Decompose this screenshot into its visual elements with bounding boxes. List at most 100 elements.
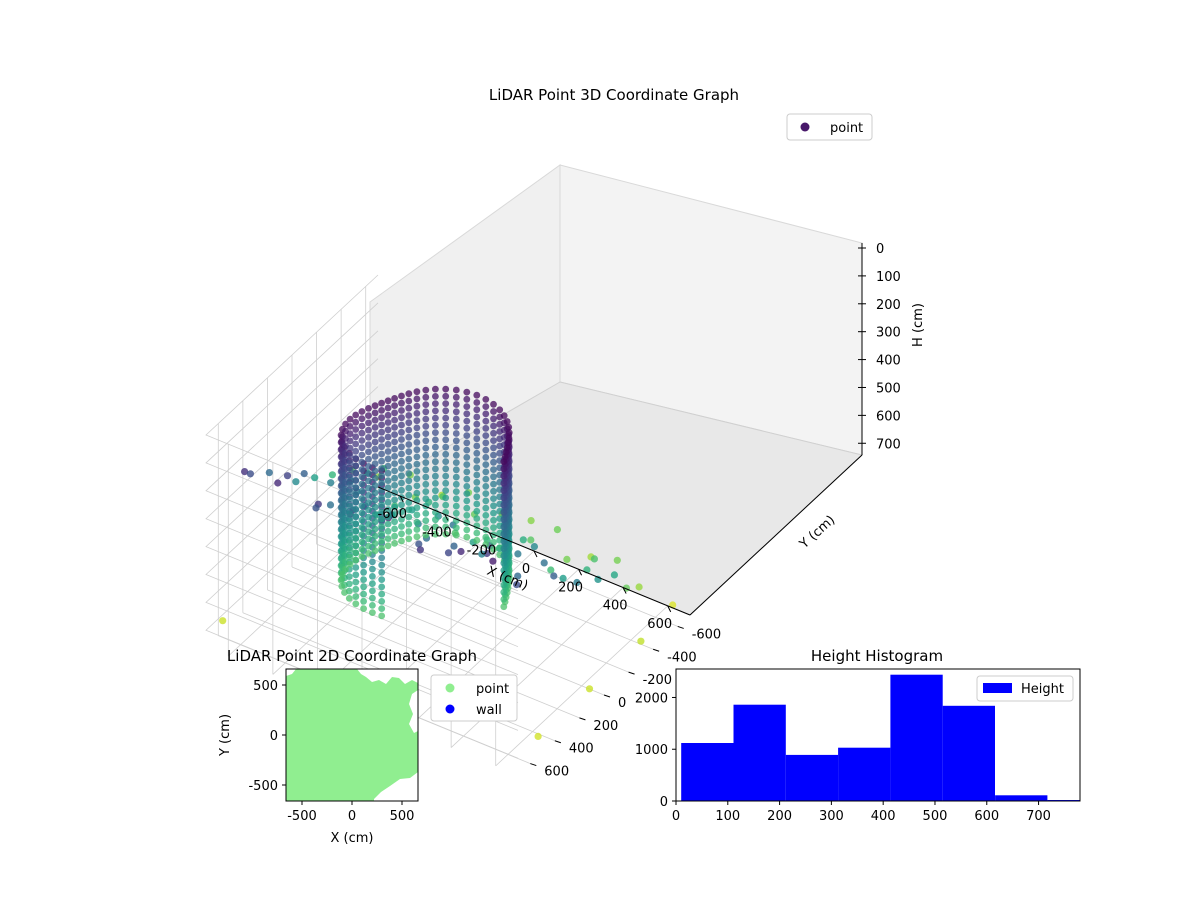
wall-point-3d bbox=[365, 441, 372, 449]
wall-point-3d bbox=[442, 523, 450, 531]
x-tick-3d-5 bbox=[622, 587, 627, 594]
wall-point-3d bbox=[384, 542, 392, 550]
wall-point-3d bbox=[384, 426, 392, 434]
wall-point-3d bbox=[413, 446, 421, 454]
wall-point-3d bbox=[352, 455, 360, 462]
z-tick-label-3d-5: 500 bbox=[876, 381, 901, 396]
grid-y-floor-4 bbox=[267, 589, 580, 719]
wall-point-3d bbox=[346, 560, 354, 568]
wall-columns-3d bbox=[337, 385, 513, 620]
y-tick-3d-6 bbox=[530, 763, 537, 767]
point-3d-69 bbox=[241, 468, 249, 476]
wall-point-3d bbox=[442, 421, 450, 429]
wall-point-3d bbox=[463, 395, 471, 403]
legend-3d-marker bbox=[800, 122, 810, 132]
wall-point-3d bbox=[473, 413, 481, 421]
wall-point-3d bbox=[365, 506, 372, 514]
point-3d-78 bbox=[637, 637, 645, 645]
wall-point-3d bbox=[452, 408, 460, 416]
wall-point-3d bbox=[391, 416, 398, 424]
wall-point-3d bbox=[482, 519, 490, 527]
point-3d-38 bbox=[559, 574, 567, 583]
point-3d-81 bbox=[219, 617, 227, 625]
wall-point-3d bbox=[452, 488, 460, 495]
wall-point-3d bbox=[391, 503, 398, 511]
legend-3d: point bbox=[786, 113, 873, 141]
wall-point-3d bbox=[365, 419, 372, 427]
legend-2d-marker-wall bbox=[445, 704, 455, 714]
wall-point-3d bbox=[346, 488, 354, 496]
wall-point-3d bbox=[358, 437, 366, 444]
gap-top bbox=[357, 669, 418, 684]
legend-2d-label-wall: wall bbox=[476, 703, 502, 718]
grid-z-1 bbox=[205, 302, 519, 592]
x-tick-label-hist-5: 500 bbox=[923, 809, 948, 824]
wall-point-3d bbox=[463, 504, 471, 512]
wall-point-3d bbox=[371, 438, 379, 446]
y-tick-3d-5 bbox=[554, 740, 562, 744]
wall-point-3d bbox=[432, 501, 439, 509]
point-3d-75 bbox=[457, 547, 465, 556]
x-tick-label-3d-4: 200 bbox=[558, 580, 583, 595]
wall-point-3d bbox=[369, 573, 376, 580]
wall-point-3d bbox=[398, 407, 405, 414]
wall-point-3d bbox=[346, 473, 354, 481]
wall-point-3d bbox=[405, 404, 413, 412]
z-axis-label-3d: H (cm) bbox=[911, 303, 926, 347]
wall-point-3d bbox=[432, 407, 439, 415]
wall-point-3d bbox=[490, 458, 497, 466]
point-3d-74 bbox=[416, 546, 424, 554]
wall-point-3d bbox=[413, 402, 421, 410]
wall-point-3d bbox=[500, 516, 508, 523]
wall-point-3d bbox=[463, 512, 471, 519]
wall-point-3d bbox=[365, 528, 372, 536]
wall-point-3d bbox=[365, 535, 372, 543]
wall-point-3d bbox=[490, 502, 497, 510]
wall-point-3d bbox=[384, 455, 392, 463]
wall-point-3d bbox=[378, 465, 385, 472]
wall-point-3d bbox=[384, 433, 392, 441]
x-tick-label-hist-6: 600 bbox=[974, 809, 999, 824]
wall-point-3d bbox=[500, 581, 508, 589]
wall-point-3d bbox=[352, 513, 360, 520]
wall-point-3d bbox=[371, 445, 379, 453]
x-tick-label-hist-3: 300 bbox=[819, 809, 844, 824]
wall-point-3d bbox=[398, 501, 405, 509]
wall-point-3d bbox=[490, 487, 497, 495]
wall-point-3d bbox=[500, 509, 508, 516]
point-3d-26 bbox=[519, 536, 527, 544]
wall-point-3d bbox=[384, 404, 392, 412]
wall-point-3d bbox=[352, 426, 360, 433]
wall-point-3d bbox=[346, 430, 354, 438]
wall-point-3d bbox=[473, 500, 481, 508]
wall-point-3d bbox=[432, 443, 439, 451]
wall-point-3d bbox=[405, 390, 413, 398]
wall-point-3d bbox=[432, 414, 439, 422]
wall-point-3d bbox=[422, 524, 430, 532]
wall-point-3d bbox=[405, 462, 413, 470]
chart-2d: LiDAR Point 2D Coordinate Graph -500 0 500… bbox=[218, 647, 518, 846]
wall-point-3d bbox=[384, 513, 392, 521]
z-tick-label-3d-3: 300 bbox=[876, 326, 901, 341]
wall-point-3d bbox=[352, 505, 360, 513]
wall-point-3d bbox=[473, 442, 481, 450]
wall-point-3d bbox=[360, 576, 367, 583]
wall-point-3d bbox=[413, 460, 421, 468]
wall-point-3d bbox=[378, 544, 385, 552]
wall-point-3d bbox=[452, 495, 460, 503]
wall-point-3d bbox=[378, 443, 385, 451]
wall-point-3d bbox=[500, 588, 508, 596]
x-tick-label-hist-2: 200 bbox=[767, 809, 792, 824]
point-3d-17 bbox=[563, 555, 571, 564]
wall-point-3d bbox=[500, 494, 508, 502]
wall-point-3d bbox=[358, 415, 366, 423]
wall-point-3d bbox=[352, 564, 360, 571]
wall-point-3d bbox=[473, 406, 481, 414]
histogram-chart: Height Histogram 0 100 200 300 400 500 600 7000… bbox=[635, 647, 1081, 824]
wall-point-3d bbox=[358, 524, 366, 531]
wall-point-3d bbox=[463, 388, 471, 396]
wall-point-3d bbox=[432, 487, 439, 495]
point-3d-6 bbox=[553, 526, 562, 534]
wall-point-3d bbox=[490, 415, 497, 423]
x-tick-label-3d-6: 600 bbox=[647, 617, 672, 632]
